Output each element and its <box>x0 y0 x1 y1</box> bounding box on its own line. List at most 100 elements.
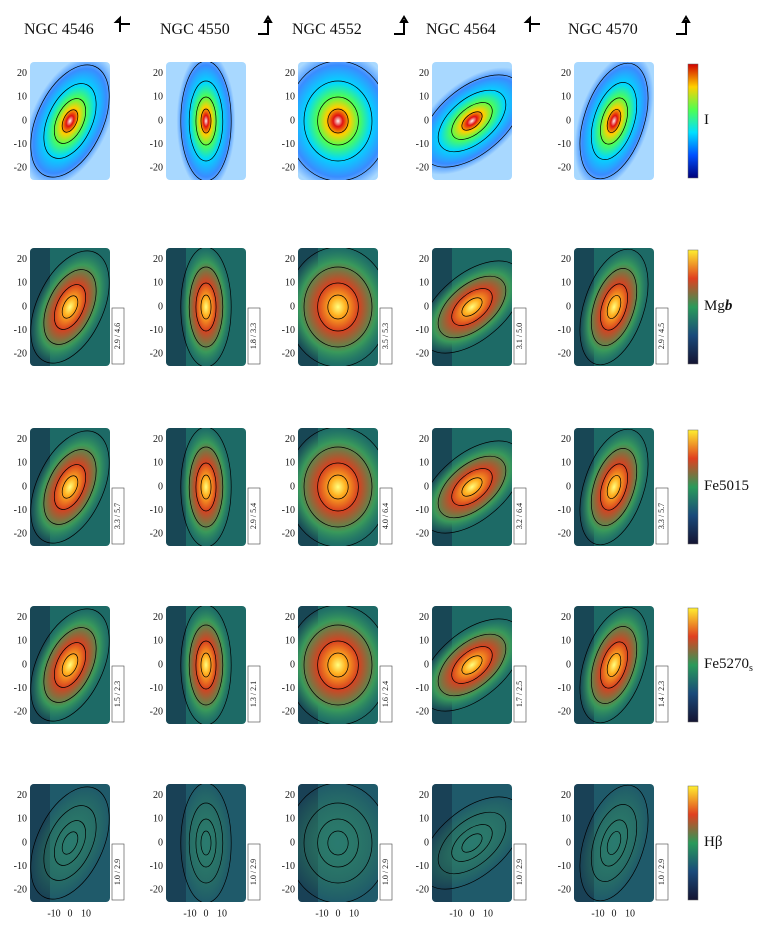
contour <box>61 653 79 677</box>
contour <box>303 624 373 706</box>
contour <box>606 295 622 319</box>
map-panel <box>166 62 246 180</box>
contour <box>579 62 649 180</box>
x-tick-label: 10 <box>217 908 227 919</box>
contour <box>317 96 359 146</box>
intensity <box>30 62 110 180</box>
x-tick-label: -10 <box>315 908 328 919</box>
contour <box>53 820 87 866</box>
range-label: 2.9 / 5.4 <box>249 503 258 529</box>
contour <box>195 96 217 146</box>
contour <box>451 102 493 140</box>
y-tick-label: -20 <box>282 528 295 539</box>
y-tick-label: -20 <box>150 528 163 539</box>
y-tick-label: 0 <box>566 301 571 312</box>
y-tick-label: 0 <box>290 659 295 670</box>
y-tick-label: 0 <box>22 481 27 492</box>
contour <box>180 62 232 180</box>
map-panel <box>432 428 512 546</box>
y-tick-label: -10 <box>558 505 571 516</box>
range-box <box>247 843 261 901</box>
map-panel <box>298 428 378 546</box>
y-tick-label: 0 <box>290 837 295 848</box>
y-tick-label: 20 <box>285 434 295 445</box>
map <box>30 428 110 546</box>
x-tick-label: 10 <box>483 908 493 919</box>
contour <box>432 74 512 168</box>
map-dark <box>166 784 186 902</box>
colorbar <box>687 607 699 723</box>
y-tick-label: -10 <box>150 861 163 872</box>
map <box>574 62 654 180</box>
range-label: 3.3 / 5.7 <box>657 503 666 529</box>
row-label-main: Fe5270 <box>704 656 749 672</box>
map <box>166 248 246 366</box>
range-box <box>111 307 125 365</box>
y-tick-label: 10 <box>153 278 163 289</box>
range-label: 3.5 / 5.3 <box>381 323 390 349</box>
y-tick-label: -10 <box>14 325 27 336</box>
map <box>166 62 246 180</box>
contour <box>61 109 79 133</box>
y-tick-label: 10 <box>17 92 27 103</box>
y-tick-label: 20 <box>561 790 571 801</box>
contour <box>590 804 638 882</box>
contour <box>600 641 628 689</box>
contour <box>53 642 87 688</box>
map <box>298 784 378 902</box>
contour <box>43 627 97 703</box>
contour <box>432 796 512 890</box>
y-tick-label: -10 <box>416 683 429 694</box>
contour <box>30 786 110 900</box>
y-tick-label: 0 <box>566 115 571 126</box>
map-panel <box>432 248 512 366</box>
y-tick-label: -20 <box>416 162 429 173</box>
y-tick-label: -20 <box>558 528 571 539</box>
range-box <box>111 665 125 723</box>
contour <box>579 248 649 366</box>
contour <box>30 250 110 364</box>
y-tick-label: 10 <box>419 636 429 647</box>
y-tick-label: 0 <box>22 659 27 670</box>
map-panel <box>30 248 110 366</box>
contour <box>451 824 493 862</box>
y-tick-label: 20 <box>419 68 429 79</box>
y-tick-label: -10 <box>416 861 429 872</box>
contour <box>317 462 359 512</box>
map-dark <box>166 428 186 546</box>
map <box>298 248 378 366</box>
y-tick-label: 0 <box>158 481 163 492</box>
x-tick-label: 10 <box>81 908 91 919</box>
y-tick-label: -10 <box>150 325 163 336</box>
contour <box>327 652 349 678</box>
map-panel <box>298 62 378 180</box>
contour <box>188 446 224 528</box>
y-tick-label: 20 <box>561 434 571 445</box>
contour <box>317 282 359 332</box>
y-tick-label: -10 <box>558 861 571 872</box>
range-label: 1.0 / 2.9 <box>113 859 122 885</box>
map-panel <box>432 62 512 180</box>
orientation-arrows <box>113 15 691 35</box>
index-map <box>30 250 110 364</box>
range-box <box>111 843 125 901</box>
y-tick-label: -20 <box>416 348 429 359</box>
contour <box>61 831 79 855</box>
index-map <box>30 430 110 544</box>
index-map <box>298 606 378 724</box>
y-tick-label: 10 <box>153 814 163 825</box>
contour <box>188 624 224 706</box>
y-tick-label: 20 <box>285 612 295 623</box>
y-tick-label: -20 <box>150 884 163 895</box>
map-panel <box>298 784 378 902</box>
y-tick-label: 0 <box>424 301 429 312</box>
y-tick-label: 10 <box>561 458 571 469</box>
index-map <box>432 618 512 712</box>
y-tick-label: 20 <box>153 254 163 265</box>
y-tick-label: 0 <box>22 837 27 848</box>
map <box>166 606 246 724</box>
y-tick-label: 0 <box>424 481 429 492</box>
contour <box>451 646 493 684</box>
map-panel <box>166 428 246 546</box>
contour <box>30 608 110 722</box>
